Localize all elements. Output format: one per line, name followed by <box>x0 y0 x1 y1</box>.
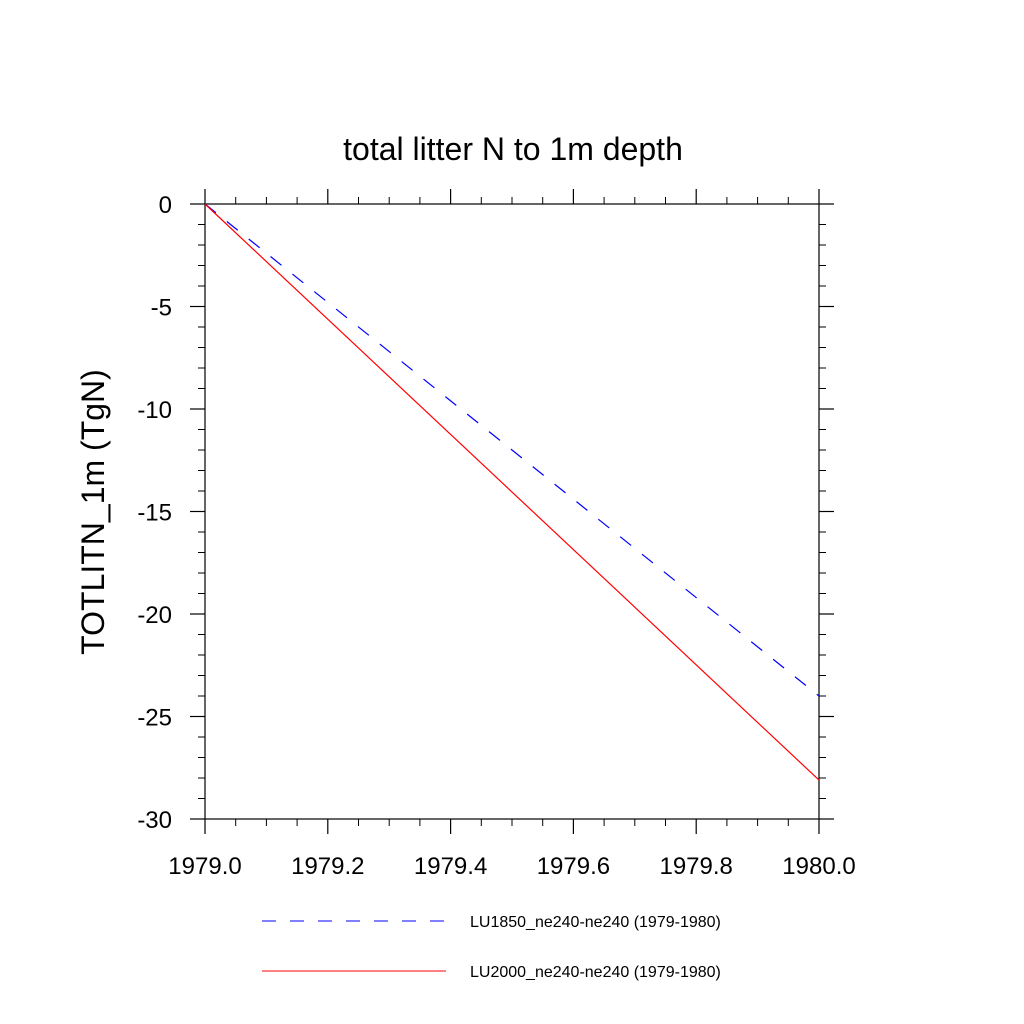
major-ticks <box>190 189 834 834</box>
y-tick-label: -5 <box>151 295 172 322</box>
x-tick-label: 1979.4 <box>414 853 487 880</box>
series-line-2 <box>204 203 820 781</box>
x-tick-label: 1979.0 <box>168 853 241 880</box>
y-tick-label: -25 <box>137 705 172 732</box>
y-axis-label: TOTLITN_1m (TgN) <box>75 369 111 655</box>
y-tick-label: -30 <box>137 807 172 834</box>
legend: LU1850_ne240-ne240 (1979-1980) LU2000_ne2… <box>262 914 721 981</box>
chart-title: total litter N to 1m depth <box>343 131 683 167</box>
y-tick-labels: 0 -5 -10 -15 -20 -25 -30 <box>137 192 172 834</box>
legend-label-2: LU2000_ne240-ne240 (1979-1980) <box>470 964 721 981</box>
x-tick-labels: 1979.0 1979.2 1979.4 1979.6 1979.8 1980.0 <box>168 853 855 880</box>
minor-ticks <box>198 197 826 826</box>
series-line-1 <box>204 203 820 697</box>
x-tick-label: 1979.2 <box>291 853 364 880</box>
legend-label-1: LU1850_ne240-ne240 (1979-1980) <box>470 914 721 931</box>
y-tick-label: -20 <box>137 602 172 629</box>
y-tick-label: -10 <box>137 397 172 424</box>
x-tick-label: 1979.8 <box>659 853 732 880</box>
x-tick-label: 1980.0 <box>782 853 855 880</box>
x-tick-label: 1979.6 <box>537 853 610 880</box>
y-tick-label: -15 <box>137 500 172 527</box>
y-tick-label: 0 <box>159 192 172 219</box>
series-lines <box>204 203 820 781</box>
